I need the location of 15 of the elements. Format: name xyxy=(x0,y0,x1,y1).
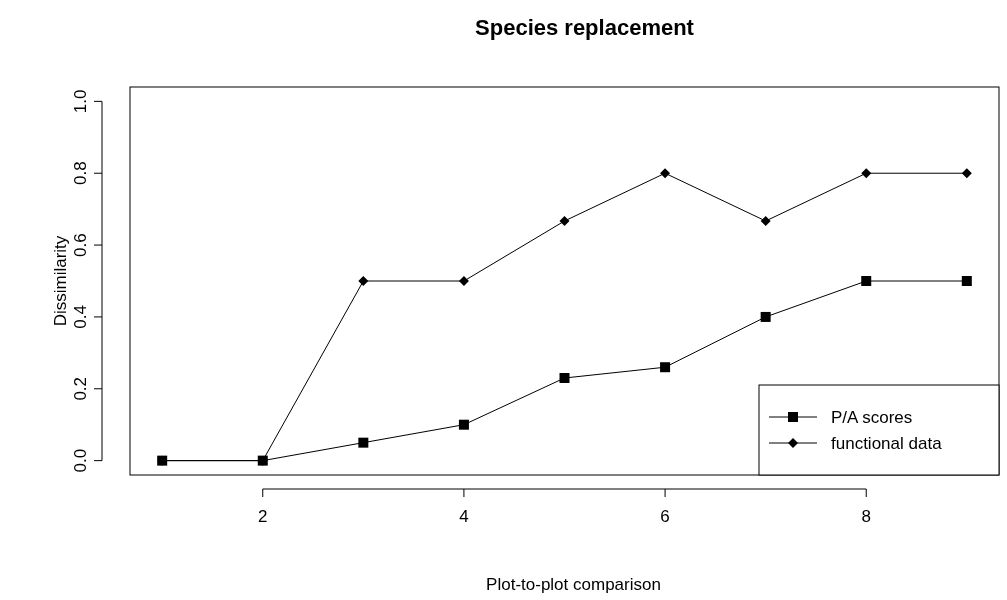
y-tick-label: 0.6 xyxy=(71,233,90,257)
y-tick-label: 1.0 xyxy=(71,89,90,114)
x-tick-label: 8 xyxy=(861,507,871,526)
y-tick-label: 0.8 xyxy=(71,161,90,186)
chart-title: Species replacement xyxy=(475,15,695,40)
y-tick-label: 0.2 xyxy=(71,376,90,401)
legend-label: functional data xyxy=(831,434,943,453)
x-tick-label: 6 xyxy=(660,507,670,526)
y-axis-title: Dissimilarity xyxy=(51,235,70,327)
y-tick-label: 0.4 xyxy=(71,305,90,329)
x-axis-title: Plot-to-plot comparison xyxy=(486,575,661,594)
y-tick-label: 0.0 xyxy=(71,448,90,473)
x-tick-label: 4 xyxy=(459,507,469,526)
legend-label: P/A scores xyxy=(831,408,913,427)
x-tick-label: 2 xyxy=(258,507,268,526)
